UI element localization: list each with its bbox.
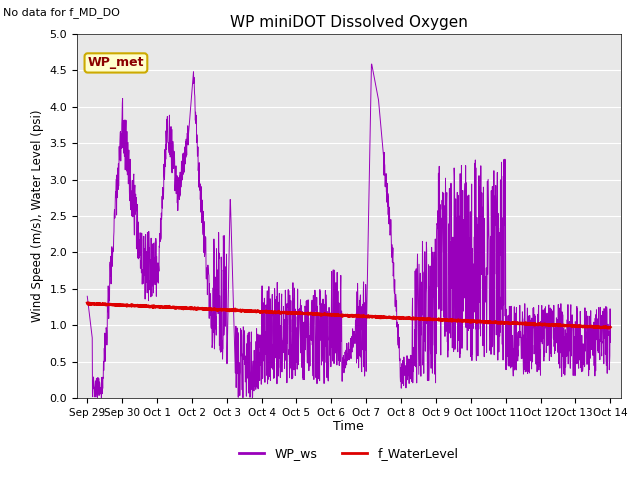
Y-axis label: Wind Speed (m/s), Water Level (psi): Wind Speed (m/s), Water Level (psi): [31, 110, 44, 322]
X-axis label: Time: Time: [333, 420, 364, 432]
Text: No data for f_MD_DO: No data for f_MD_DO: [3, 7, 120, 18]
Legend: WP_ws, f_WaterLevel: WP_ws, f_WaterLevel: [234, 442, 463, 465]
Text: WP_met: WP_met: [88, 57, 144, 70]
Title: WP miniDOT Dissolved Oxygen: WP miniDOT Dissolved Oxygen: [230, 15, 468, 30]
